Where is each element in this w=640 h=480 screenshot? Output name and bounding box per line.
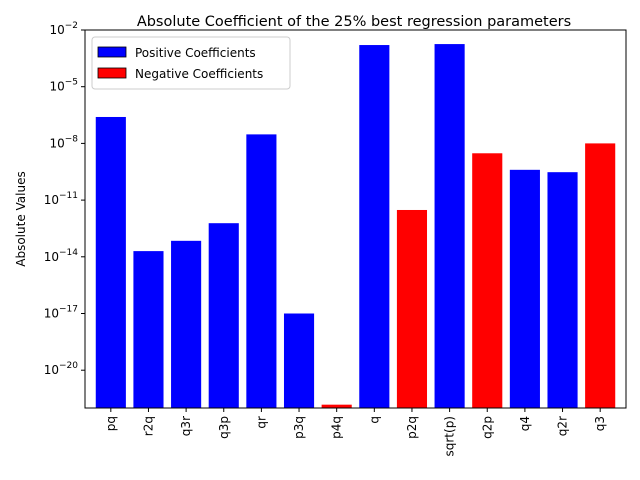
y-tick-label: 10−8 xyxy=(49,134,78,150)
x-tick-label: q3r xyxy=(179,416,193,436)
y-tick-label: 10−2 xyxy=(49,21,78,37)
bar-sqrt(p) xyxy=(434,44,465,408)
x-tick-label: q3 xyxy=(593,416,607,431)
x-tick-label: q2p xyxy=(480,416,494,439)
x-tick-label: sqrt(p) xyxy=(443,416,457,457)
bar-q xyxy=(359,45,390,408)
y-tick-label: 10−17 xyxy=(44,305,78,321)
bar-p2q xyxy=(396,209,428,408)
legend-label-positive: Positive Coefficients xyxy=(135,46,256,60)
axes-frame xyxy=(84,29,627,409)
bar-r2q xyxy=(133,251,164,408)
bar-pq xyxy=(95,116,126,408)
y-tick-label: 10−14 xyxy=(44,248,79,264)
legend-box xyxy=(91,36,291,90)
bars-group xyxy=(95,44,616,408)
x-tick-label: qr xyxy=(254,416,268,429)
legend-label-negative: Negative Coefficients xyxy=(135,67,263,81)
y-axis-label: Absolute Values xyxy=(14,171,28,266)
y-tick-label: 10−11 xyxy=(44,191,78,207)
y-axis-ticks: 10−2 10−5 10−8 10−11 10−14 10−17 10−20 xyxy=(44,21,85,377)
x-tick-label: q3p xyxy=(217,416,231,439)
legend-swatch-negative xyxy=(97,67,127,79)
legend-swatch-positive xyxy=(97,46,127,58)
bar-q2p xyxy=(472,153,503,408)
x-tick-label: r2q xyxy=(141,416,155,436)
x-tick-label: p2q xyxy=(405,416,419,439)
bar-q3r xyxy=(171,240,202,408)
bar-q3p xyxy=(208,223,239,408)
x-axis-ticks: pq r2q q3r q3p qr p3q p4q q p2q sqrt(p) q2p q4 q2r q3 xyxy=(104,408,607,457)
x-tick-label: pq xyxy=(104,416,118,431)
y-tick-label: 10−20 xyxy=(44,361,79,377)
bar-qr xyxy=(246,134,277,408)
legend: Positive Coefficients Negative Coefficien… xyxy=(91,36,291,90)
bar-p4q xyxy=(321,404,352,408)
bar-q4 xyxy=(509,169,540,408)
x-tick-label: q4 xyxy=(518,416,532,431)
bar-p3q xyxy=(283,313,315,408)
x-tick-label: q xyxy=(367,416,381,424)
x-tick-label: p4q xyxy=(330,416,344,439)
x-tick-label: p3q xyxy=(292,416,306,439)
bar-q3 xyxy=(585,143,616,408)
bar-q2r xyxy=(547,172,578,408)
chart-title: Absolute Coefficient of the 25% best reg… xyxy=(137,14,571,30)
y-tick-label: 10−5 xyxy=(49,78,78,94)
x-tick-label: q2r xyxy=(556,416,570,436)
